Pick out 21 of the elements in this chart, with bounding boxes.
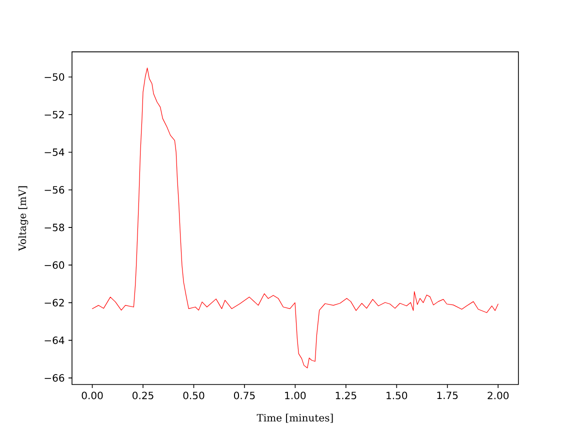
x-tick-label: 0.00	[82, 392, 103, 400]
x-tick-label: 0.25	[132, 392, 154, 400]
x-tick-label: 1.25	[336, 392, 356, 400]
line-series	[92, 68, 498, 368]
y-tick-label: −54	[44, 148, 64, 156]
y-tick-label: −52	[44, 110, 64, 118]
y-tick-label: −62	[44, 298, 64, 306]
x-tick-label: 0.50	[183, 392, 204, 400]
y-tick-label: −56	[44, 186, 64, 194]
y-axis-title: Voltage [mV]	[18, 186, 28, 251]
x-tick-label: 2.00	[488, 392, 509, 400]
x-tick-label: 1.50	[386, 392, 408, 400]
x-tick-label: 1.75	[437, 392, 458, 400]
y-tick-label: −58	[44, 224, 64, 232]
x-tick-label: 0.75	[234, 392, 255, 400]
x-axis-title: Time [minutes]	[256, 414, 333, 423]
y-tick-label: −50	[44, 73, 64, 81]
y-tick-label: −66	[44, 374, 64, 382]
y-tick-label: −64	[44, 336, 64, 344]
y-tick-label: −60	[44, 261, 64, 269]
x-tick-label: 1.00	[285, 392, 306, 400]
